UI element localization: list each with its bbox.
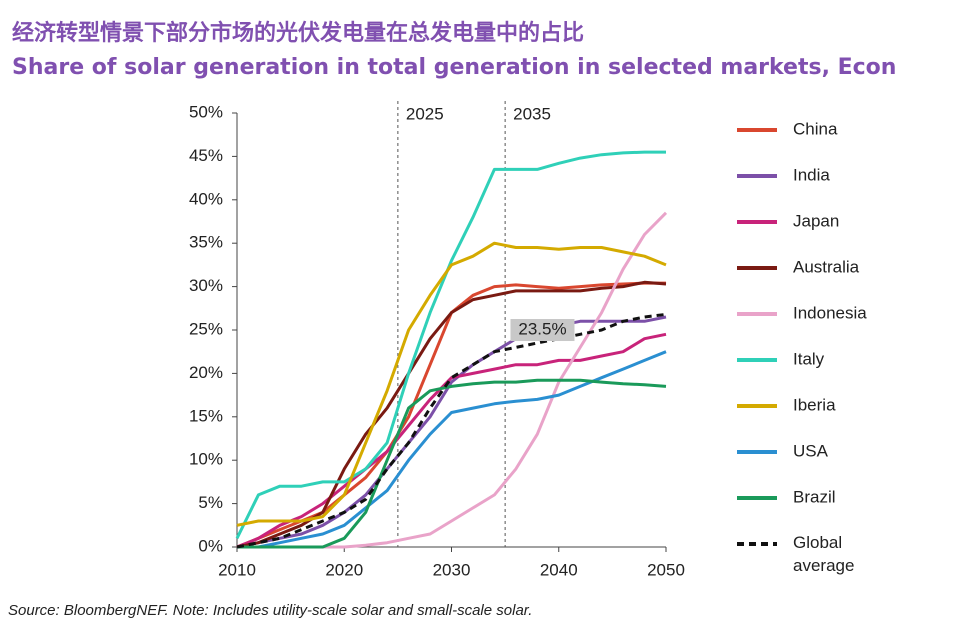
- series-line: [237, 378, 667, 549]
- x-tick-label: 2050: [647, 560, 685, 579]
- series-line: [236, 312, 667, 549]
- x-tick-label: 2040: [540, 560, 578, 579]
- y-tick-label: 30%: [189, 276, 223, 295]
- y-tick-label: 5%: [198, 493, 223, 512]
- legend-label: Italy: [793, 349, 825, 368]
- legend-label: Japan: [793, 211, 839, 230]
- chart-subtitle: Share of solar generation in total gener…: [12, 55, 896, 80]
- series-line: [236, 315, 667, 549]
- series-line: [235, 150, 666, 539]
- legend-label: Brazil: [793, 487, 836, 506]
- legend-label: China: [793, 119, 838, 138]
- x-tick-label: 2030: [433, 560, 471, 579]
- y-tick-label: 45%: [189, 146, 223, 165]
- legend-label: USA: [793, 441, 829, 460]
- reference-label: 2035: [513, 104, 551, 123]
- legend-label: India: [793, 165, 830, 184]
- y-tick-label: 40%: [189, 189, 223, 208]
- source-note: Source: BloombergNEF. Note: Includes uti…: [8, 602, 532, 619]
- y-tick-label: 50%: [189, 102, 223, 121]
- annotation-label: 23.5%: [518, 320, 566, 339]
- series-line: [236, 241, 667, 527]
- y-tick-label: 35%: [189, 233, 223, 252]
- y-tick-label: 0%: [198, 536, 223, 555]
- legend-label: Australia: [793, 257, 860, 276]
- reference-label: 2025: [406, 104, 444, 123]
- y-tick-label: 10%: [189, 450, 223, 469]
- annotation-box: [510, 319, 575, 342]
- legend-label: Global average: [793, 533, 854, 575]
- y-tick-label: 20%: [189, 363, 223, 382]
- series-line: [236, 332, 667, 549]
- legend-label: Iberia: [793, 395, 836, 414]
- x-tick-label: 2020: [325, 560, 363, 579]
- series-line: [322, 211, 668, 549]
- chart-title: 经济转型情景下部分市场的光伏发电量在总发电量中的占比: [12, 20, 584, 46]
- x-tick-label: 2010: [218, 560, 256, 579]
- y-tick-label: 25%: [189, 319, 223, 338]
- y-tick-label: 15%: [189, 406, 223, 425]
- annotation: 23.5%: [510, 319, 575, 342]
- legend-label: Indonesia: [793, 303, 867, 322]
